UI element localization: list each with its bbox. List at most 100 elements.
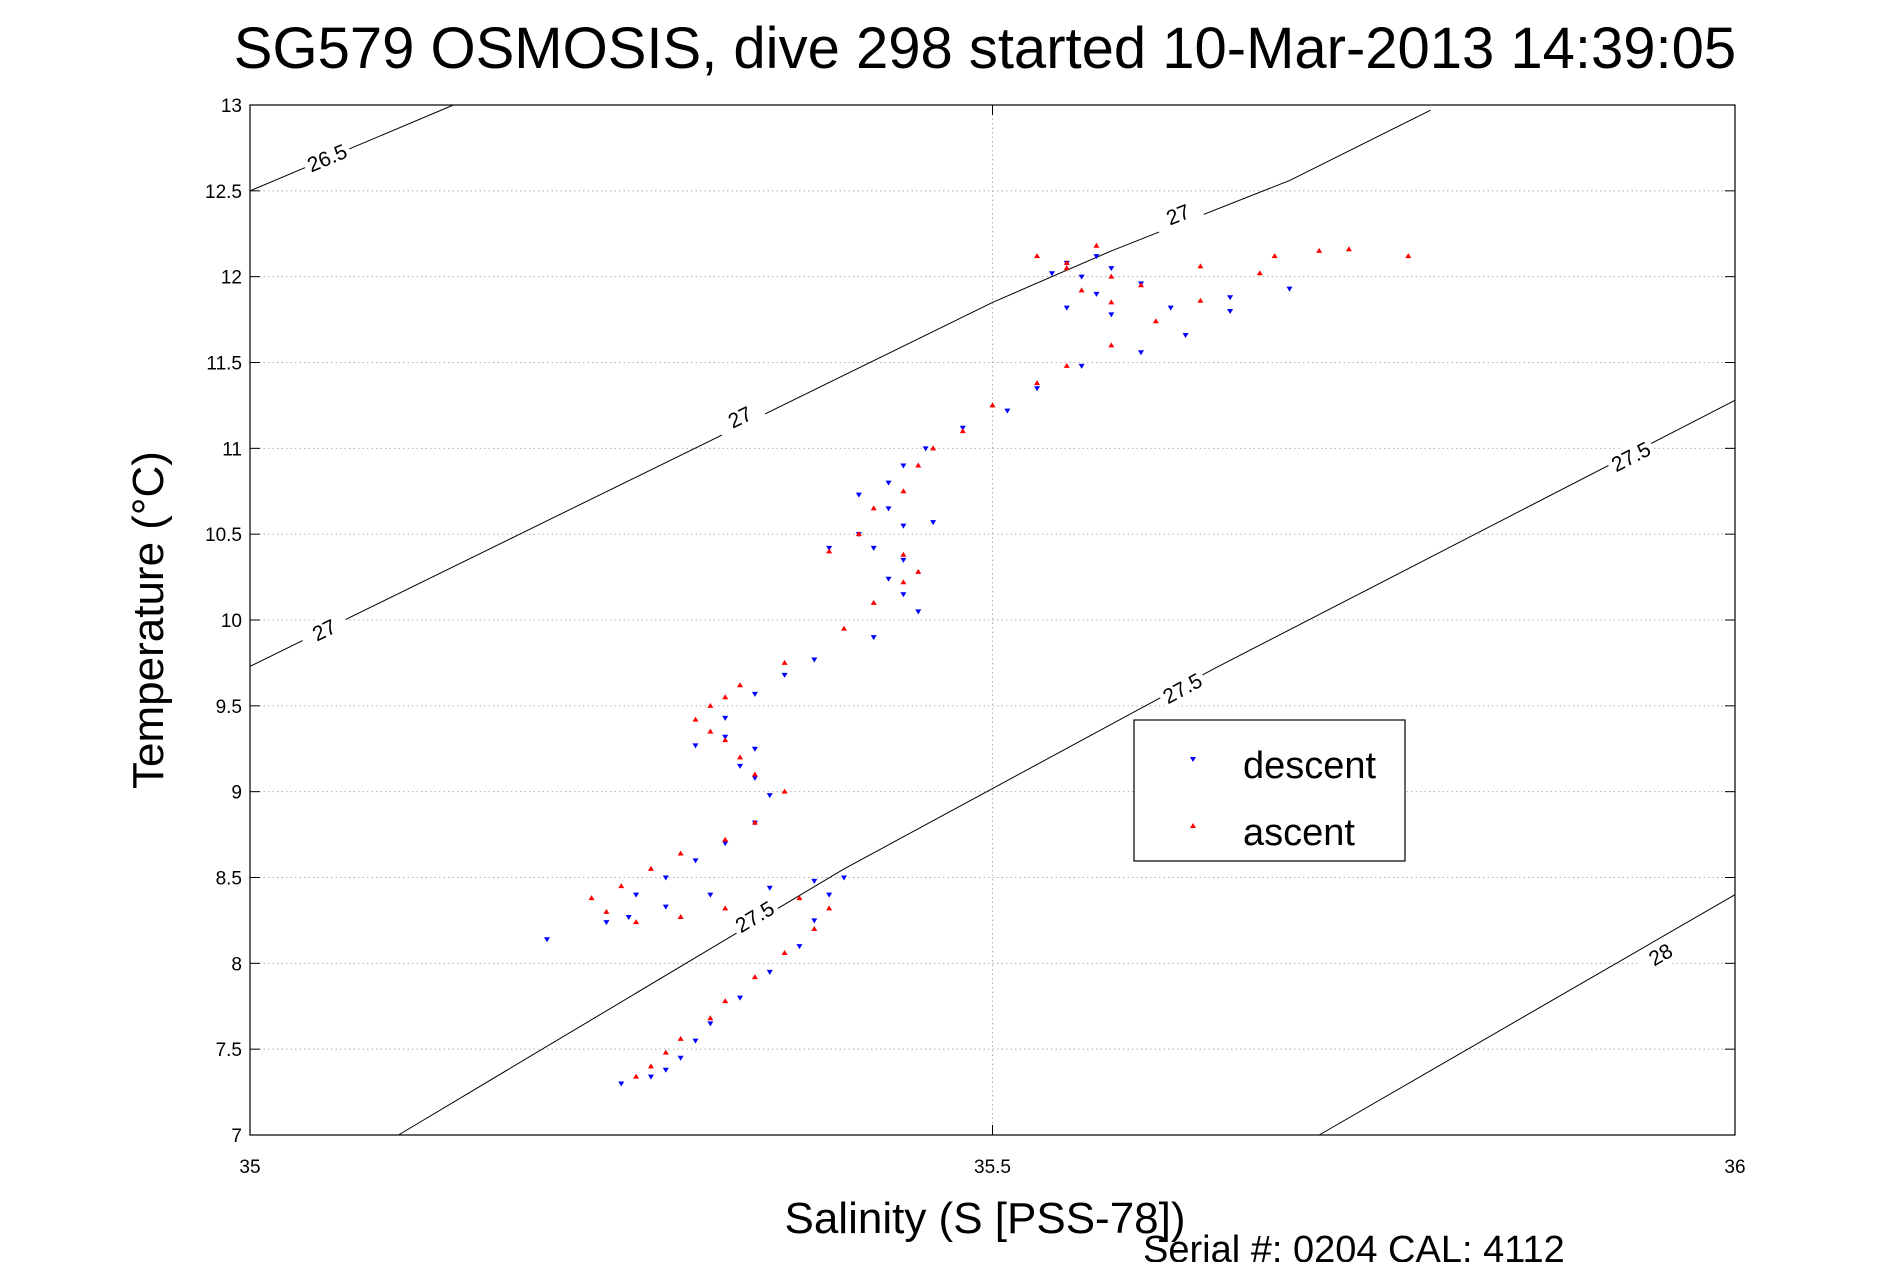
ascent-point <box>900 579 907 585</box>
ascent-point <box>1197 297 1204 303</box>
descent-point <box>662 1067 669 1073</box>
ascent-point <box>781 788 788 794</box>
ascent-point <box>915 568 922 574</box>
contour-line-26.5 <box>249 104 454 192</box>
chart-title: SG579 OSMOSIS, dive 298 started 10-Mar-2… <box>234 16 1736 81</box>
ascent-point <box>1271 253 1278 259</box>
descent-point <box>781 672 788 678</box>
y-tick-label: 11.5 <box>206 354 242 375</box>
descent-point <box>662 875 669 881</box>
descent-point <box>811 918 818 924</box>
ascent-point <box>796 895 803 901</box>
descent-point <box>1286 286 1293 292</box>
ascent-point <box>1063 362 1070 368</box>
ascent-point <box>662 1049 669 1055</box>
ascent-point <box>1345 246 1352 252</box>
grid <box>250 105 1735 1135</box>
descent-point <box>707 892 714 898</box>
descent-point <box>1078 274 1085 280</box>
serial-cal-label: Serial #: 0204 CAL: 4112 <box>1143 1229 1565 1262</box>
descent-point <box>1182 333 1189 339</box>
ascent-point <box>1152 318 1159 324</box>
ascent-point <box>781 659 788 665</box>
ascent-point <box>1108 299 1115 305</box>
descent-series <box>544 254 1293 1087</box>
ascent-point <box>870 505 877 511</box>
ascent-point <box>647 865 654 871</box>
descent-point <box>1048 271 1055 277</box>
ascent-point <box>781 950 788 956</box>
ascent-point <box>633 919 640 925</box>
descent-point <box>930 520 937 526</box>
ascent-point <box>1063 265 1070 271</box>
ascent-point <box>959 428 966 434</box>
ascent-point <box>633 1073 640 1079</box>
y-tick-label: 13 <box>221 96 242 117</box>
ascent-point <box>1034 253 1041 259</box>
ascent-point <box>826 548 833 554</box>
descent-point <box>915 609 922 615</box>
contour-label-bg <box>1603 434 1659 480</box>
ascent-point <box>930 445 937 451</box>
descent-point <box>855 492 862 498</box>
ascent-point <box>722 737 729 743</box>
ascent-point <box>989 402 996 408</box>
y-tick-label: 7.5 <box>216 1040 242 1061</box>
descent-point <box>796 944 803 950</box>
descent-point <box>751 746 758 752</box>
y-tick-label: 8.5 <box>216 869 242 890</box>
ascent-point <box>677 1035 684 1041</box>
descent-point <box>885 506 892 512</box>
contour-line-28 <box>1318 894 1736 1136</box>
descent-point <box>766 885 773 891</box>
descent-point <box>1167 305 1174 311</box>
y-tick-label: 12.5 <box>205 182 242 203</box>
ascent-point <box>1078 287 1085 293</box>
descent-point <box>625 914 632 920</box>
contour-label-bg <box>1151 193 1206 236</box>
x-axis-ticks: 35 35.5 36 <box>239 105 1746 1178</box>
ascent-point <box>811 926 818 931</box>
ascent-point <box>647 1063 654 1069</box>
y-tick-label: 8 <box>231 954 242 975</box>
legend-marker-ascent <box>1190 823 1196 828</box>
descent-point <box>1078 363 1085 369</box>
descent-point <box>1108 312 1115 318</box>
descent-point <box>707 1021 714 1027</box>
ascent-point <box>870 599 877 605</box>
descent-point <box>662 904 669 910</box>
x-tick-label: 36 <box>1724 1157 1745 1178</box>
descent-point <box>885 576 892 582</box>
descent-point <box>922 446 929 452</box>
descent-point <box>647 1074 654 1080</box>
descent-point <box>737 763 744 769</box>
legend-entry-ascent: ascent <box>1243 812 1355 854</box>
ascent-point <box>707 728 714 734</box>
y-tick-label: 9.5 <box>216 697 242 718</box>
ascent-point <box>618 883 625 889</box>
ascent-point <box>915 462 922 468</box>
ascent-point <box>1405 253 1412 259</box>
descent-point <box>870 635 877 641</box>
contour-label-bg <box>1155 665 1210 712</box>
ascent-point <box>1063 259 1070 265</box>
descent-point <box>1093 254 1100 260</box>
descent-point <box>885 480 892 486</box>
contour-line-27 <box>249 109 1431 667</box>
descent-point <box>1227 309 1234 314</box>
ascent-point <box>707 1015 714 1021</box>
y-tick-label: 10 <box>221 611 242 632</box>
ascent-point <box>900 488 907 494</box>
ascent-point <box>1197 263 1204 269</box>
contour-label-bg <box>296 608 352 653</box>
y-tick-label: 11 <box>222 439 242 460</box>
ascent-point <box>707 702 714 708</box>
descent-point <box>1108 266 1115 272</box>
ascent-point <box>588 895 595 901</box>
contour-label-bg <box>712 395 768 440</box>
legend-entry-descent: descent <box>1243 745 1377 787</box>
descent-point <box>692 743 699 749</box>
descent-point <box>766 969 773 975</box>
descent-point <box>900 557 907 563</box>
